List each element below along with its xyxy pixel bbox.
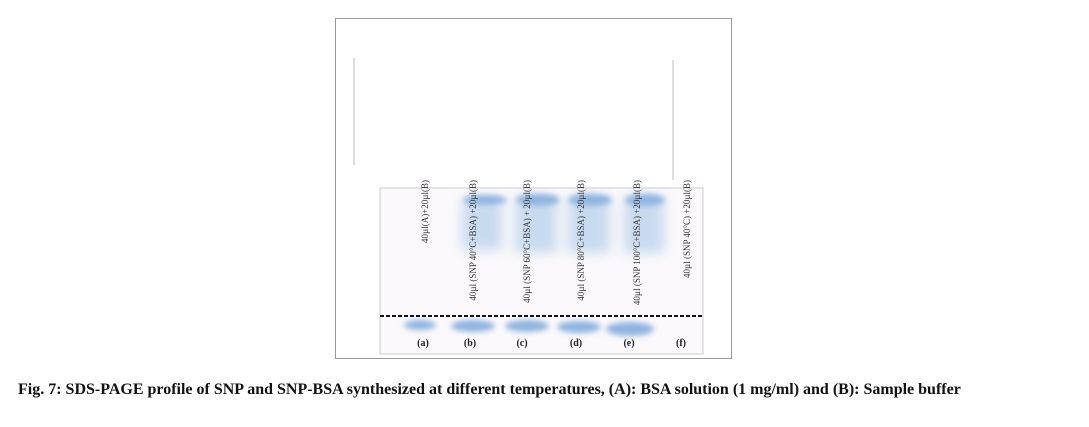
lane-letter: (a) — [417, 338, 429, 349]
lane-label: 40µl(A)+20µl(B) — [420, 180, 430, 243]
lane-label: 40µl (SNP 60°C+BSA) + 20µl(B) — [522, 180, 532, 303]
lane-label: 40µl (SNP 40°C+BSA) +20µl(B) — [468, 180, 478, 301]
lane-letter: (e) — [623, 338, 634, 349]
lane-label: 40µl (SNP 100°C+BSA) +20µl(B) — [632, 180, 642, 305]
caption: Fig. 7: SDS-PAGE profile of SNP and SNP-… — [18, 381, 961, 398]
lane-letter: (c) — [516, 338, 527, 349]
lane-letter: (d) — [570, 338, 582, 349]
lane-label: 40µl (SNP 80°C+BSA) +20µl(B) — [576, 180, 586, 301]
gel — [379, 187, 704, 355]
lane-letter: (f) — [676, 338, 686, 349]
lane-letter: (b) — [464, 338, 476, 349]
figure: 40µl(A)+20µl(B) 40µl (SNP 40°C+BSA) +20µl… — [335, 18, 732, 359]
lane-label: 40µl (SNP 40°C) +20µl(B) — [682, 180, 692, 278]
